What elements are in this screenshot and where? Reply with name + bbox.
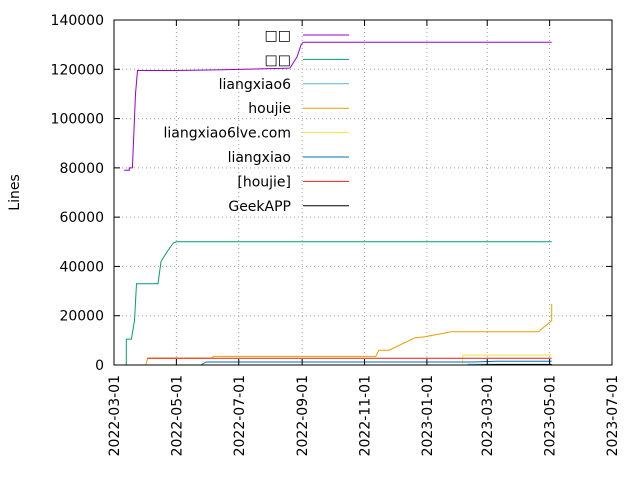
series-lines [124, 41, 553, 366]
legend-label-0: □□ [265, 28, 291, 44]
y-tick-label: 0 [95, 358, 104, 374]
legend: □□ □□ liangxiao6 houjie liangxiao6lve.com lia… [164, 28, 349, 215]
x-axis-ticks: 2022-03-01 2022-05-01 2022-07-01 2022-09-01… [107, 20, 621, 456]
x-tick-label: 2022-05-01 [169, 375, 185, 456]
series-line-5 [200, 360, 552, 366]
y-tick-label: 60000 [59, 210, 104, 226]
y-tick-label: 120000 [51, 62, 104, 78]
legend-label-2: liangxiao6 [219, 77, 291, 93]
series-line-1 [124, 241, 552, 366]
series-line-3 [145, 303, 553, 366]
legend-label-7: GeekAPP [228, 199, 291, 215]
x-tick-label: 2022-03-01 [107, 375, 123, 456]
y-axis-title: Lines [7, 174, 23, 210]
legend-label-6: [houjie] [237, 174, 291, 190]
y-tick-label: 20000 [59, 309, 104, 325]
legend-label-1: □□ [265, 52, 291, 68]
grid [114, 20, 612, 365]
x-tick-label: 2022-11-01 [358, 375, 374, 456]
y-tick-label: 140000 [51, 13, 104, 29]
x-tick-label: 2023-01-01 [420, 375, 436, 456]
legend-label-3: houjie [248, 101, 291, 117]
x-tick-label: 2023-07-01 [605, 375, 621, 456]
plot-frame [113, 19, 613, 366]
x-tick-label: 2022-09-01 [295, 375, 311, 456]
y-tick-label: 100000 [51, 112, 104, 128]
legend-label-5: liangxiao [228, 150, 291, 166]
x-tick-label: 2023-05-01 [543, 375, 559, 456]
x-tick-label: 2023-03-01 [480, 375, 496, 456]
legend-label-4: liangxiao6lve.com [164, 126, 291, 142]
y-axis-ticks: 0 20000 40000 60000 80000 100000 120000 140000 [51, 13, 612, 374]
y-tick-label: 40000 [59, 259, 104, 275]
y-tick-label: 80000 [59, 161, 104, 177]
series-line-4 [462, 354, 552, 365]
x-tick-label: 2022-07-01 [232, 375, 248, 456]
series-line-0 [124, 41, 552, 171]
